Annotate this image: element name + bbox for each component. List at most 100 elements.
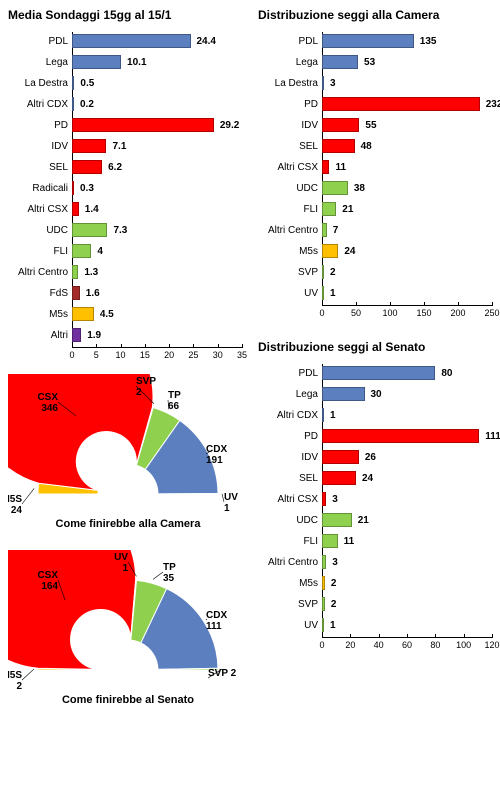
bar [322,534,338,548]
bar-value-label: 1 [326,286,336,300]
bar [322,429,479,443]
bar-value-label: 7.1 [108,139,126,153]
bar-category-label: Altri Centro [258,225,322,236]
bar-category-label: Altri Centro [8,267,72,278]
bar-row: UDC21 [258,511,498,529]
bar-value-label: 3 [326,76,336,90]
bar-row: FdS1.6 [8,284,248,302]
bar-row: PD29.2 [8,116,248,134]
bar-row: La Destra 3 [258,74,498,92]
axis-tick-label: 25 [188,350,198,360]
bar [322,513,352,527]
bar-value-label: 11 [340,534,355,548]
bar-row: UDC38 [258,179,498,197]
bar-category-label: Altri [8,330,72,341]
bar-row: Altri CDX 0.2 [8,95,248,113]
bar [322,76,324,90]
bar-value-label: 26 [361,450,376,464]
leader-line [22,669,34,680]
x-axis: 05101520253035 [72,347,242,364]
bar-category-label: Altri CSX [258,494,322,505]
bar-category-label: UDC [8,225,72,236]
bar-value-label: 24.4 [193,34,216,48]
bar [72,328,81,342]
bar-value-label: 55 [361,118,376,132]
bar [72,223,107,237]
bar-value-label: 0.5 [76,76,94,90]
bar-value-label: 10.1 [123,55,146,69]
camera-seats-title: Distribuzione seggi alla Camera [258,8,498,22]
bar [322,244,338,258]
bar-category-label: Lega [8,57,72,68]
bar [322,471,356,485]
senato-seats-chart: PDL80Lega30Altri CDX1PD111IDV26SEL24Altr… [258,364,498,654]
bar-value-label: 38 [350,181,365,195]
bar [322,408,324,422]
bar-value-label: 1.4 [81,202,99,216]
senato-semicircle-caption: Come finirebbe al Senato [8,694,248,706]
axis-tick-label: 20 [164,350,174,360]
bar-value-label: 24 [358,471,373,485]
bar [72,118,214,132]
bar-value-label: 1.3 [80,265,98,279]
bar-row: FLI21 [258,200,498,218]
bar-row: Altri CSX11 [258,158,498,176]
semicircle-slice-label: TP66 [168,390,181,412]
bar-category-label: UV [258,620,322,631]
bar-row: Altri CSX1.4 [8,200,248,218]
bar-value-label: 4 [93,244,103,258]
axis-tick-label: 50 [351,308,361,318]
bar-value-label: 24 [340,244,355,258]
axis-tick-label: 10 [116,350,126,360]
bar-value-label: 21 [338,202,353,216]
axis-tick-label: 100 [382,308,397,318]
axis-tick-label: 0 [319,308,324,318]
bar-value-label: 4.5 [96,307,114,321]
bar-category-label: Lega [258,57,322,68]
bar-category-label: SEL [8,162,72,173]
camera-seats-chart: PDL135Lega53La Destra3PD232IDV55SEL48Alt… [258,32,498,322]
axis-tick-label: 150 [416,308,431,318]
bar [322,34,414,48]
bar [72,139,106,153]
bar-value-label: 21 [354,513,369,527]
bar-category-label: FdS [8,288,72,299]
bar-category-label: La Destra [258,78,322,89]
axis-tick-label: 250 [484,308,499,318]
bar-row: Altri1.9 [8,326,248,344]
camera-semicircle-chart: M5S24CSX346SVP2TP66CDX191UV1 [8,374,248,514]
bar [72,265,78,279]
bar-row: IDV55 [258,116,498,134]
bar [72,181,74,195]
bar [322,97,480,111]
bar [322,450,359,464]
bar-category-label: FLI [8,246,72,257]
bar-category-label: PD [8,120,72,131]
senato-seats-title: Distribuzione seggi al Senato [258,340,498,354]
bar-row: Altri Centro 1.3 [8,263,248,281]
bar [72,286,80,300]
axis-tick-label: 200 [450,308,465,318]
bar-category-label: Altri CDX [8,99,72,110]
leader-line [22,488,34,504]
bar-category-label: SVP [258,267,322,278]
bar-row: SVP2 [258,595,498,613]
bar [322,576,325,590]
bar-row: Altri CDX1 [258,406,498,424]
bar [322,286,324,300]
bar-category-label: La Destra [8,78,72,89]
bar-category-label: Altri CSX [258,162,322,173]
bar-value-label: 0.2 [76,97,94,111]
bar-value-label: 2 [327,576,337,590]
semicircle-slice [8,550,136,669]
camera-semicircle-caption: Come finirebbe alla Camera [8,518,248,530]
bar-row: FLI11 [258,532,498,550]
axis-tick-label: 100 [456,640,471,650]
axis-tick-label: 0 [69,350,74,360]
bar-category-label: PDL [258,36,322,47]
semicircle-slice-label: UV1 [224,492,238,514]
bar-value-label: 7.3 [109,223,127,237]
bar-value-label: 135 [416,34,437,48]
bar-row: PDL80 [258,364,498,382]
bar-row: M5s4.5 [8,305,248,323]
